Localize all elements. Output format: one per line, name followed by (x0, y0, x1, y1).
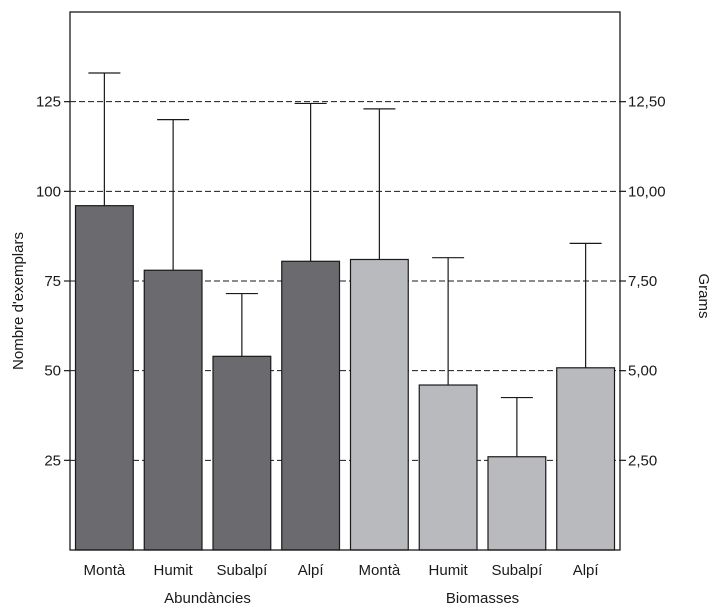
x-tick-label: Humit (429, 562, 469, 579)
category-labels: Montà Humit Subalpí Alpí Montà Humit Subalpí Al… (84, 562, 600, 579)
y-axis-label: Nombre d'exemplars (10, 232, 27, 370)
left-axis-ticks: 25 50 75 100 125 (36, 94, 70, 469)
y-tick-label: 50 (44, 363, 61, 380)
bar (212, 355, 272, 551)
x-tick-label: Humit (154, 562, 194, 579)
y2-tick-label: 7,50 (628, 273, 657, 290)
y2-tick-label: 5,00 (628, 363, 657, 380)
x-tick-label: Subalpí (491, 562, 543, 579)
x-tick-label: Subalpí (216, 562, 268, 579)
bars (74, 205, 616, 551)
bar (143, 269, 203, 551)
bar (74, 205, 134, 551)
y-tick-label: 25 (44, 452, 61, 469)
bar (556, 367, 616, 551)
y2-tick-label: 12,50 (628, 94, 666, 111)
y-tick-label: 100 (36, 183, 61, 200)
x-tick-label: Montà (359, 562, 401, 579)
bar (487, 456, 547, 551)
error-bars (88, 72, 602, 457)
bar (418, 384, 478, 551)
y2-tick-label: 10,00 (628, 183, 666, 200)
x-tick-label: Alpí (298, 562, 325, 579)
y-tick-label: 75 (44, 273, 61, 290)
y-tick-label: 125 (36, 94, 61, 111)
x-tick-label: Montà (84, 562, 126, 579)
right-axis-ticks: 2,50 5,00 7,50 10,00 12,50 (620, 94, 666, 469)
y2-tick-label: 2,50 (628, 452, 657, 469)
group-label: Abundàncies (164, 590, 251, 607)
group-labels: Abundàncies Biomasses (164, 590, 519, 607)
x-tick-label: Alpí (573, 562, 600, 579)
y2-axis-label: Grams (695, 274, 712, 319)
bar (349, 258, 409, 551)
group-label: Biomasses (446, 590, 519, 607)
bar (281, 260, 341, 551)
